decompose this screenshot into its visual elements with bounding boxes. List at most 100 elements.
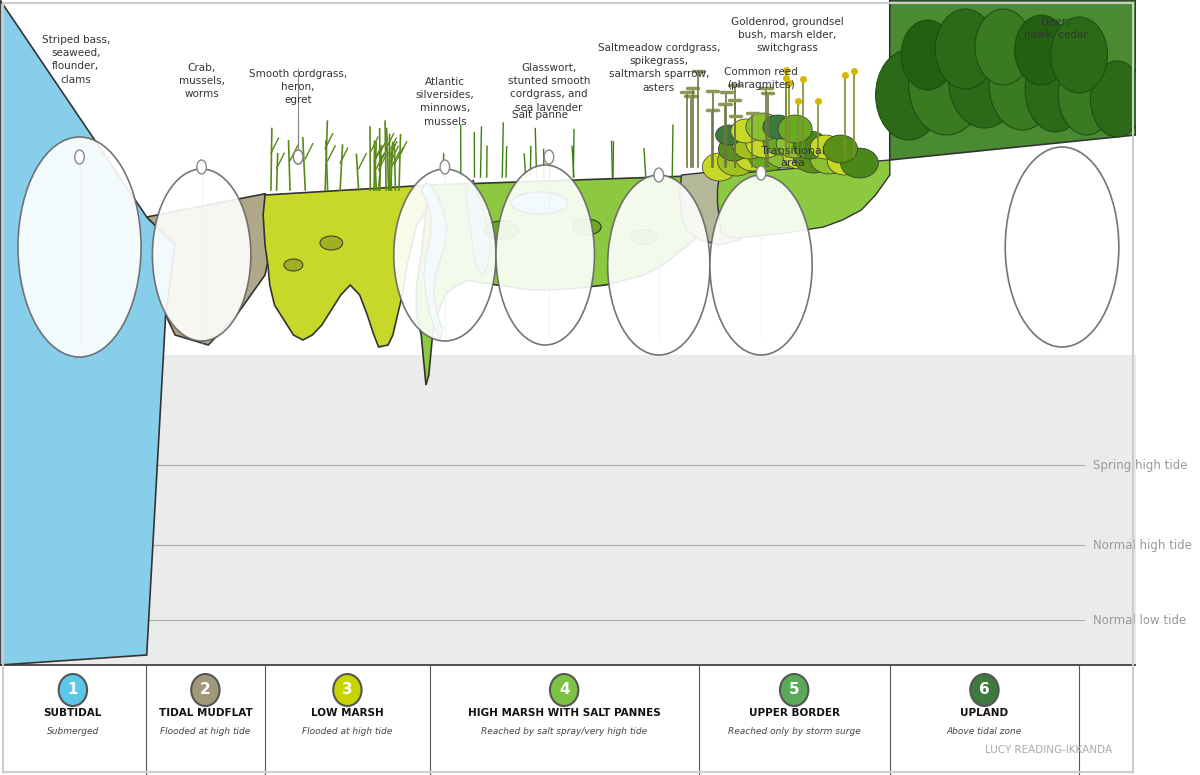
Text: Atlantic
silversides,
minnows,
mussels: Atlantic silversides, minnows, mussels bbox=[415, 77, 474, 126]
Text: 3: 3 bbox=[342, 683, 353, 698]
Polygon shape bbox=[416, 175, 719, 385]
Ellipse shape bbox=[320, 236, 343, 250]
Ellipse shape bbox=[876, 50, 942, 140]
Polygon shape bbox=[263, 185, 431, 347]
Text: 4: 4 bbox=[559, 683, 570, 698]
Text: TIDAL MUDFLAT: TIDAL MUDFLAT bbox=[158, 708, 252, 718]
Text: UPPER BORDER: UPPER BORDER bbox=[749, 708, 840, 718]
Text: SUBTIDAL: SUBTIDAL bbox=[43, 708, 102, 718]
Ellipse shape bbox=[394, 169, 496, 341]
Text: Transitional
area: Transitional area bbox=[761, 146, 826, 168]
Ellipse shape bbox=[74, 150, 84, 164]
Polygon shape bbox=[889, 0, 1136, 160]
Polygon shape bbox=[466, 180, 491, 277]
Ellipse shape bbox=[710, 175, 812, 355]
Bar bbox=[0, 665, 1136, 775]
Ellipse shape bbox=[782, 141, 817, 169]
Text: 6: 6 bbox=[979, 683, 990, 698]
Text: Smooth cordgrass,
heron,
egret: Smooth cordgrass, heron, egret bbox=[250, 69, 347, 105]
Ellipse shape bbox=[1015, 15, 1068, 85]
Ellipse shape bbox=[545, 150, 553, 164]
Ellipse shape bbox=[776, 128, 814, 158]
Ellipse shape bbox=[827, 147, 862, 175]
Ellipse shape bbox=[763, 115, 793, 139]
Text: Above tidal zone: Above tidal zone bbox=[947, 726, 1022, 735]
Ellipse shape bbox=[731, 119, 761, 143]
Ellipse shape bbox=[18, 137, 142, 357]
Ellipse shape bbox=[191, 674, 220, 706]
Ellipse shape bbox=[763, 127, 797, 155]
Ellipse shape bbox=[746, 128, 784, 158]
Text: Reached only by storm surge: Reached only by storm surge bbox=[727, 726, 860, 735]
Ellipse shape bbox=[719, 137, 749, 161]
Text: Submerged: Submerged bbox=[47, 726, 100, 735]
Ellipse shape bbox=[715, 125, 742, 145]
Ellipse shape bbox=[733, 131, 767, 159]
Ellipse shape bbox=[59, 674, 88, 706]
Ellipse shape bbox=[654, 168, 664, 182]
Ellipse shape bbox=[718, 146, 755, 176]
Ellipse shape bbox=[778, 115, 812, 143]
Ellipse shape bbox=[485, 221, 518, 239]
Text: Deer,
hawk, cedar: Deer, hawk, cedar bbox=[1024, 17, 1087, 40]
Ellipse shape bbox=[702, 153, 737, 181]
Text: HIGH MARSH WITH SALT PANNES: HIGH MARSH WITH SALT PANNES bbox=[468, 708, 660, 718]
Ellipse shape bbox=[334, 674, 361, 706]
Ellipse shape bbox=[496, 165, 594, 345]
Ellipse shape bbox=[974, 9, 1032, 85]
Ellipse shape bbox=[152, 169, 251, 341]
Ellipse shape bbox=[823, 135, 858, 163]
Ellipse shape bbox=[948, 32, 1020, 128]
Ellipse shape bbox=[793, 141, 835, 173]
Ellipse shape bbox=[294, 150, 302, 164]
Ellipse shape bbox=[511, 192, 568, 214]
Ellipse shape bbox=[630, 230, 656, 244]
Ellipse shape bbox=[764, 138, 803, 168]
Ellipse shape bbox=[793, 131, 827, 159]
Text: LUCY READING-IKKANDA: LUCY READING-IKKANDA bbox=[985, 745, 1112, 755]
Ellipse shape bbox=[780, 674, 809, 706]
Ellipse shape bbox=[935, 9, 996, 89]
Ellipse shape bbox=[572, 219, 601, 235]
Ellipse shape bbox=[607, 175, 710, 355]
Ellipse shape bbox=[294, 150, 302, 164]
Text: Goldenrod, groundsel
bush, marsh elder,
switchgrass: Goldenrod, groundsel bush, marsh elder, … bbox=[731, 17, 844, 53]
Polygon shape bbox=[421, 183, 446, 340]
Ellipse shape bbox=[810, 135, 840, 159]
Text: Crab,
mussels,
worms: Crab, mussels, worms bbox=[179, 63, 224, 99]
Text: UPLAND: UPLAND bbox=[960, 708, 1008, 718]
Text: Reached by salt spray/very high tide: Reached by salt spray/very high tide bbox=[481, 726, 647, 735]
Text: Striped bass,
seaweed,
flounder,
clams: Striped bass, seaweed, flounder, clams bbox=[42, 35, 110, 84]
Text: Salt panne: Salt panne bbox=[511, 110, 568, 120]
Text: Saltmeadow cordgrass,
spikegrass,
saltmarsh sparrow,
asters: Saltmeadow cordgrass, spikegrass, saltma… bbox=[598, 43, 720, 92]
Polygon shape bbox=[146, 194, 275, 345]
Text: Glasswort,
stunted smooth
cordgrass, and
sea lavender: Glasswort, stunted smooth cordgrass, and… bbox=[508, 63, 590, 112]
Text: Flooded at high tide: Flooded at high tide bbox=[302, 726, 392, 735]
Ellipse shape bbox=[284, 259, 302, 271]
Text: Normal high tide: Normal high tide bbox=[1093, 539, 1193, 552]
Text: 5: 5 bbox=[788, 683, 799, 698]
Ellipse shape bbox=[736, 143, 769, 171]
Ellipse shape bbox=[1051, 17, 1108, 93]
Text: LOW MARSH: LOW MARSH bbox=[311, 708, 384, 718]
Polygon shape bbox=[0, 0, 175, 665]
Text: Flooded at high tide: Flooded at high tide bbox=[161, 726, 251, 735]
Text: 1: 1 bbox=[67, 683, 78, 698]
Ellipse shape bbox=[1006, 147, 1118, 347]
Ellipse shape bbox=[1058, 55, 1115, 135]
Bar bbox=[0, 0, 1136, 355]
Ellipse shape bbox=[840, 148, 878, 178]
Ellipse shape bbox=[901, 20, 954, 90]
Text: 2: 2 bbox=[200, 683, 211, 698]
Bar bbox=[0, 355, 1136, 665]
Ellipse shape bbox=[1025, 48, 1086, 132]
Polygon shape bbox=[718, 160, 889, 238]
Ellipse shape bbox=[756, 166, 766, 180]
Text: Spring high tide: Spring high tide bbox=[1093, 459, 1188, 471]
Ellipse shape bbox=[971, 674, 998, 706]
Ellipse shape bbox=[550, 674, 578, 706]
Polygon shape bbox=[679, 165, 781, 245]
Ellipse shape bbox=[908, 35, 984, 135]
Ellipse shape bbox=[746, 113, 780, 141]
Text: Common reed
(phragmites): Common reed (phragmites) bbox=[724, 67, 798, 90]
